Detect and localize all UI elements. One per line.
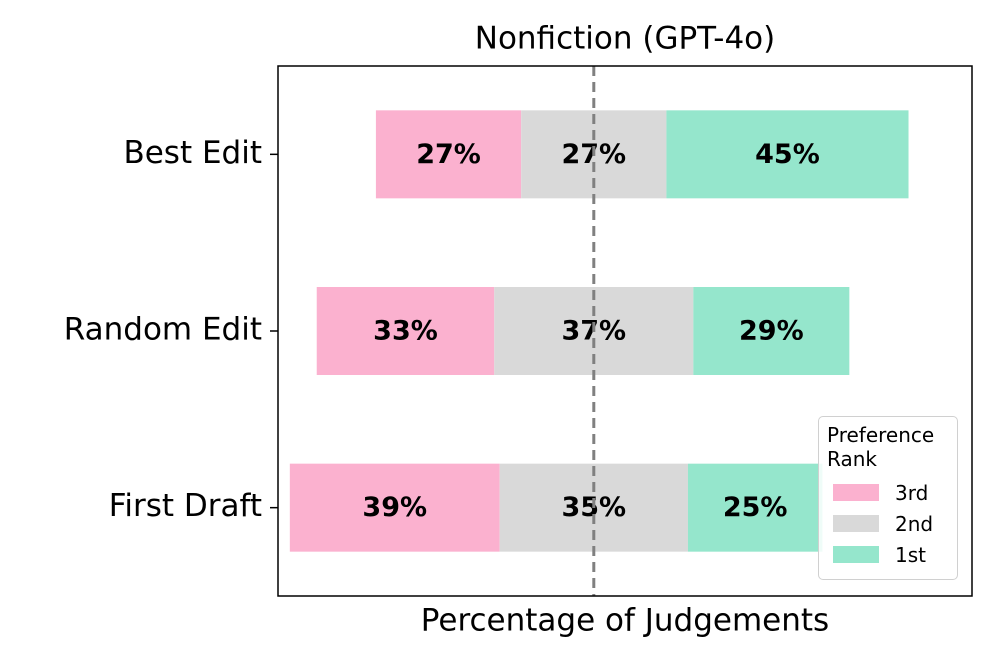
value-label: 39% bbox=[362, 492, 427, 523]
value-label: 45% bbox=[755, 139, 820, 170]
bar-segment bbox=[693, 287, 850, 375]
legend-item: 3rd bbox=[827, 477, 949, 508]
legend-swatch bbox=[833, 546, 879, 563]
value-label: 25% bbox=[723, 492, 788, 523]
value-label: 29% bbox=[739, 316, 804, 347]
y-tick-label: Random Edit bbox=[64, 312, 262, 348]
y-tick-label: First Draft bbox=[109, 488, 262, 524]
legend-title: Preference Rank bbox=[827, 423, 935, 471]
legend-item: 1st bbox=[827, 539, 949, 570]
legend-label: 3rd bbox=[895, 480, 929, 505]
value-label: 33% bbox=[373, 316, 438, 347]
legend-item: 2nd bbox=[827, 508, 949, 539]
legend-label: 1st bbox=[895, 542, 926, 567]
x-axis-label: Percentage of Judgements bbox=[421, 603, 829, 639]
legend-label: 2nd bbox=[895, 511, 934, 536]
bar-segment bbox=[666, 110, 909, 199]
legend-swatch bbox=[833, 484, 879, 501]
bar-segment bbox=[289, 463, 500, 552]
y-tick-label: Best Edit bbox=[123, 135, 262, 171]
bar-segment bbox=[375, 110, 522, 199]
bar-segment bbox=[316, 287, 495, 375]
bar-segment bbox=[687, 463, 823, 552]
plot-frame bbox=[277, 65, 973, 597]
value-label: 27% bbox=[416, 139, 481, 170]
legend: Preference Rank 3rd 2nd 1st bbox=[818, 416, 958, 580]
legend-swatch bbox=[833, 515, 879, 532]
chart-title: Nonfiction (GPT-4o) bbox=[475, 21, 775, 57]
